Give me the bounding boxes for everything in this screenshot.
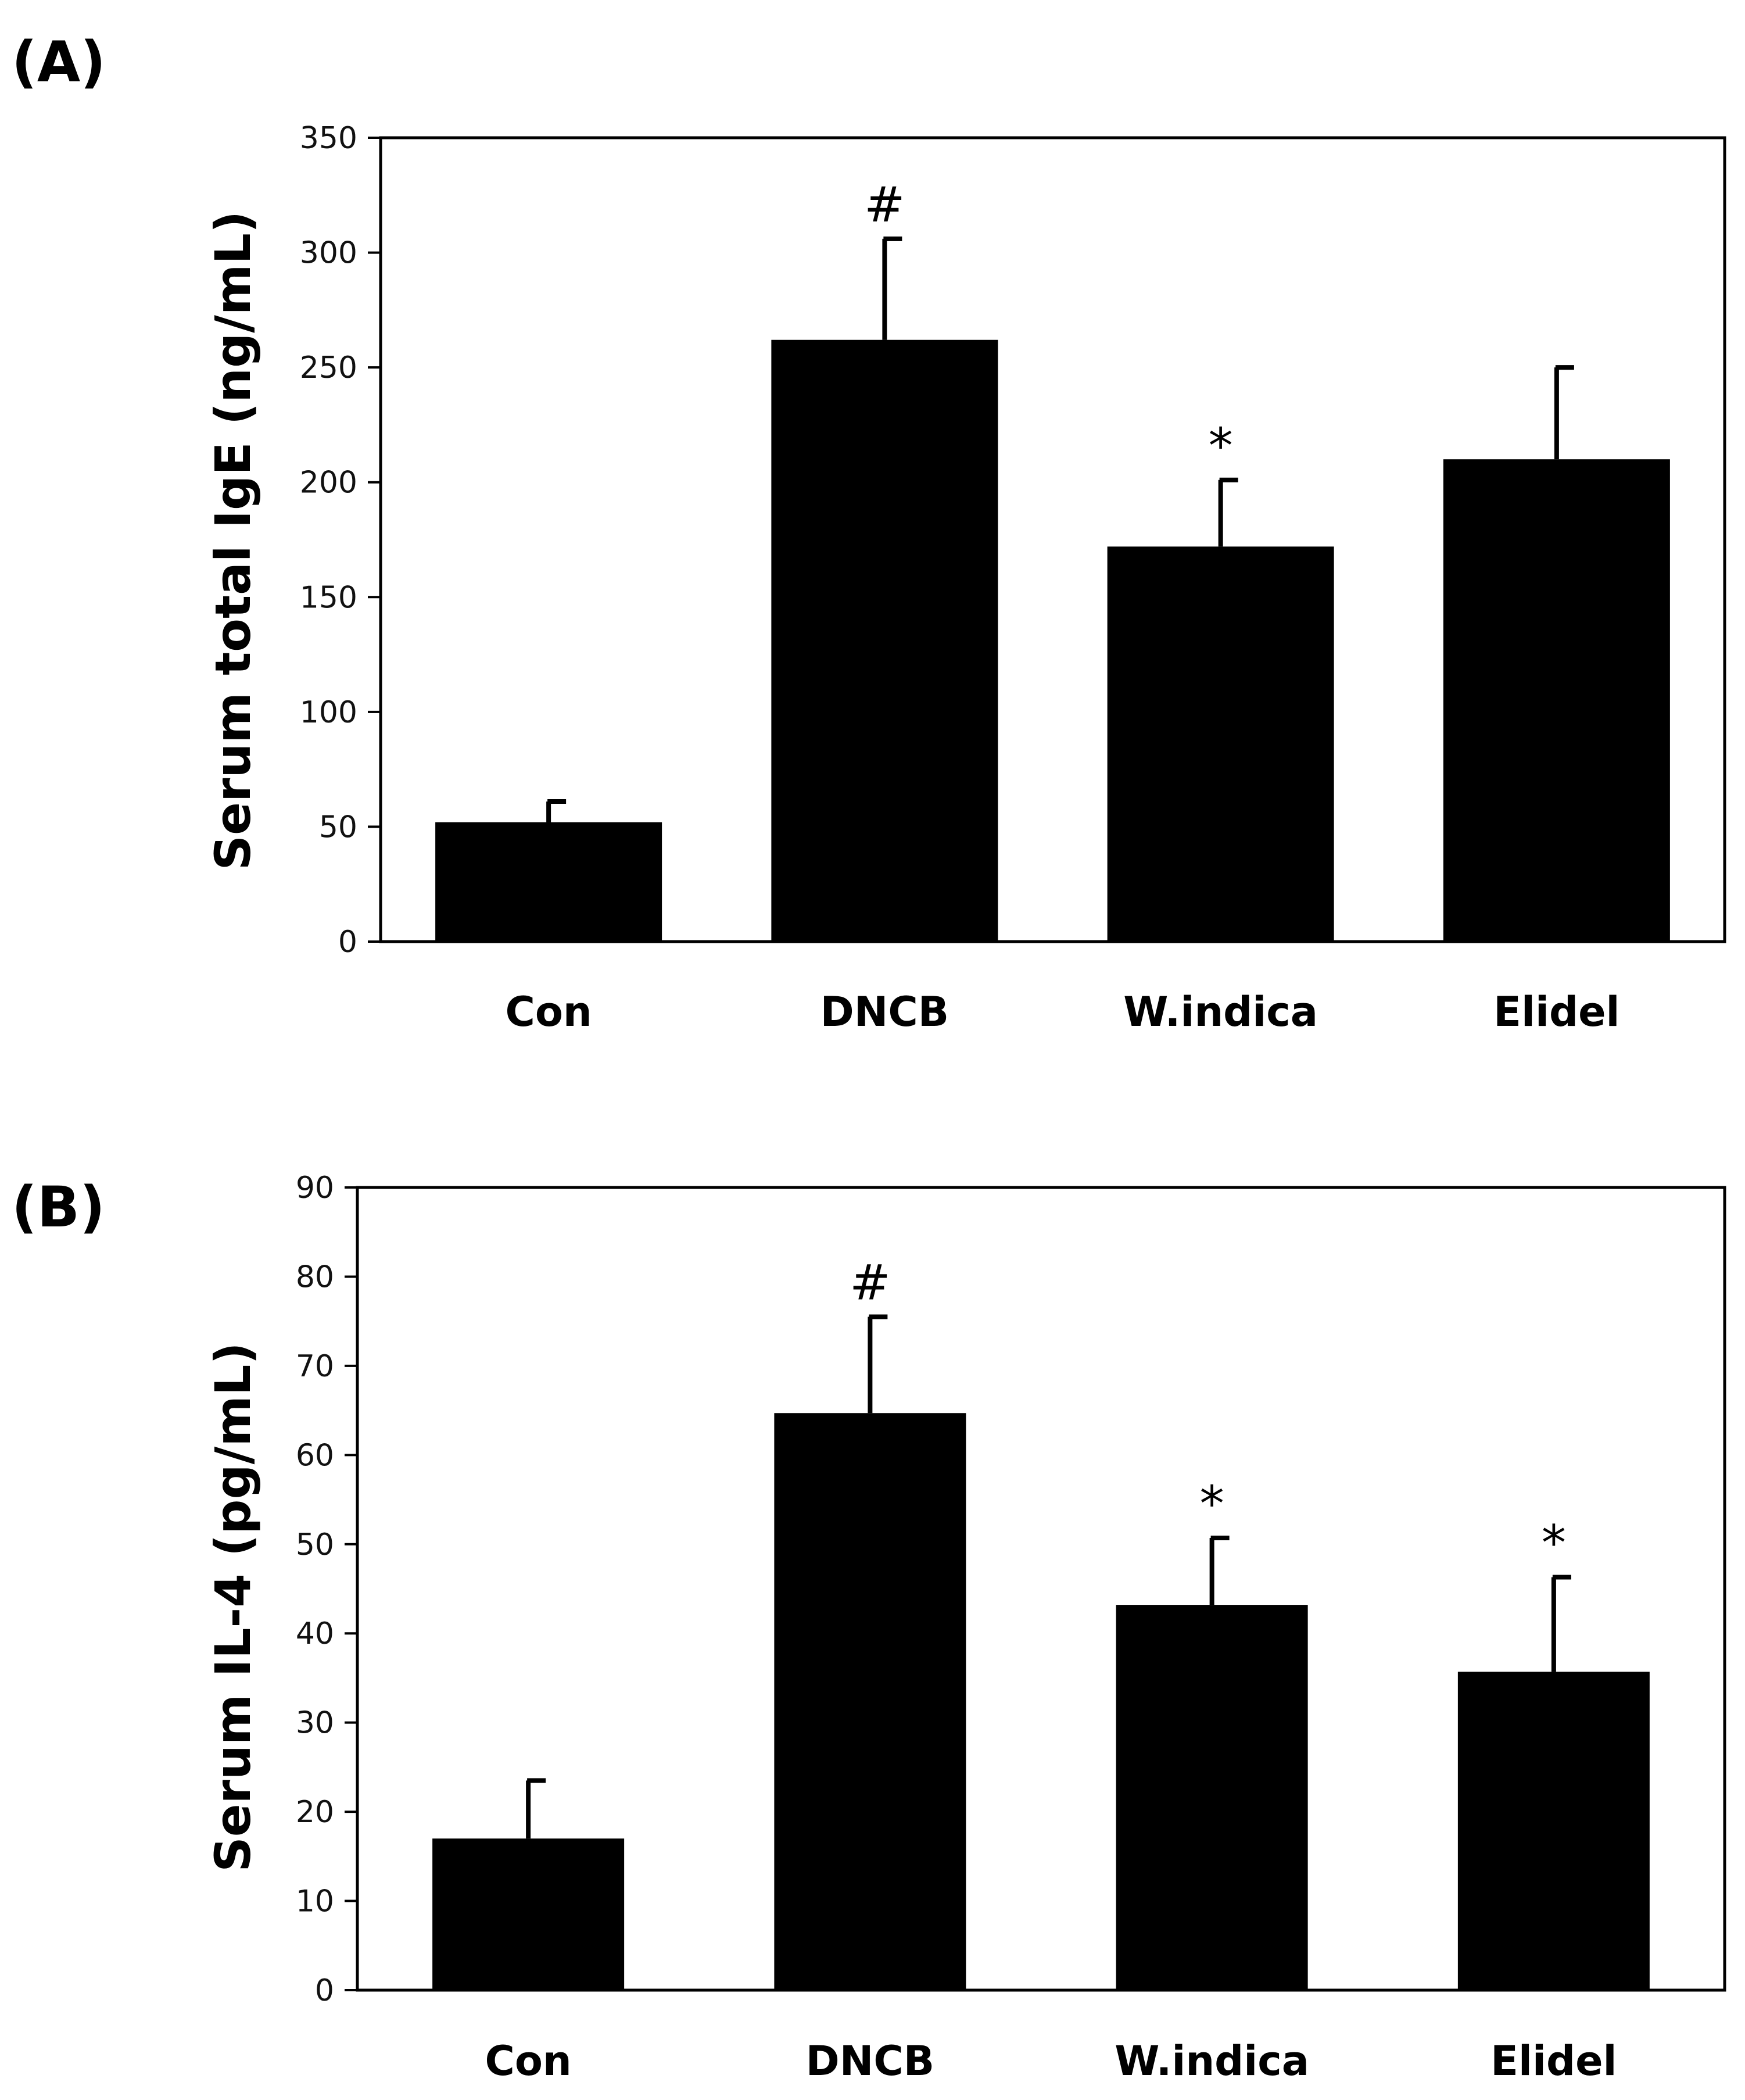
x-tick-label: Con: [505, 988, 592, 1036]
plot-area-a: Con # DNCB * W.indica Elidel 0 50 100 150 200 250 30…: [300, 121, 1726, 1036]
y-tick-label: 60: [296, 1438, 334, 1473]
bar-dncb: [771, 339, 998, 942]
chart-panel-b: (B) Serum IL-4 (pg/mL) Con # DNCB * W.indica…: [12, 1171, 1726, 2085]
y-tick-label: 300: [300, 236, 357, 271]
panel-label-a: (A): [12, 30, 106, 95]
y-tick-label: 350: [300, 121, 357, 156]
y-tick-label: 90: [296, 1171, 334, 1205]
y-tick-label: 150: [300, 580, 357, 615]
bar-con: [432, 1838, 625, 1990]
y-tick-label: 250: [300, 350, 357, 385]
y-tick-label: 0: [315, 1973, 334, 2008]
y-tick-label: 100: [300, 695, 357, 730]
y-axis-label-b: Serum IL-4 (pg/mL): [205, 1342, 261, 1872]
y-tick-label: 70: [296, 1349, 334, 1384]
y-tick-label: 200: [300, 466, 357, 500]
y-tick-label: 50: [296, 1527, 334, 1562]
y-tick-label: 0: [338, 925, 357, 960]
plot-frame: [356, 1186, 1726, 1992]
significance-marker-2: *: [1209, 417, 1233, 474]
x-tick-label: Con: [485, 2037, 571, 2085]
x-tick-label: Elidel: [1490, 2037, 1617, 2085]
y-tick-label: 10: [296, 1884, 334, 1919]
panel-label-b: (B): [12, 1175, 105, 1240]
significance-marker-1: #: [850, 1254, 890, 1311]
significance-marker-3: *: [1542, 1515, 1566, 1572]
x-tick-label: DNCB: [820, 988, 949, 1036]
bar-elidel: [1457, 1672, 1650, 1990]
y-tick-label: 20: [296, 1795, 334, 1830]
bar-con: [435, 822, 662, 942]
bar-w-indica: [1116, 1605, 1308, 1990]
chart-panel-a: (A) Serum total IgE (ng/mL) Con # DNCB * W.i…: [12, 30, 1726, 1036]
y-tick-label: 50: [319, 810, 357, 845]
significance-marker-2: *: [1200, 1475, 1224, 1532]
y-axis-label-a: Serum total IgE (ng/mL): [205, 211, 261, 871]
x-tick-label: W.indica: [1123, 988, 1318, 1036]
plot-area-b: Con # DNCB * W.indica * Elidel 0 10 20 30 40 50 60 70 8…: [296, 1171, 1726, 2085]
significance-marker-1: #: [864, 176, 905, 233]
bar-elidel: [1443, 459, 1670, 942]
y-tick-label: 80: [296, 1260, 334, 1294]
bar-dncb: [774, 1413, 966, 1990]
bar-w-indica: [1107, 546, 1334, 942]
x-tick-label: Elidel: [1493, 988, 1619, 1036]
x-tick-label: DNCB: [806, 2037, 934, 2085]
plot-frame: [379, 136, 1726, 943]
x-tick-label: W.indica: [1115, 2037, 1309, 2085]
y-tick-label: 40: [296, 1616, 334, 1651]
y-tick-label: 30: [296, 1706, 334, 1741]
